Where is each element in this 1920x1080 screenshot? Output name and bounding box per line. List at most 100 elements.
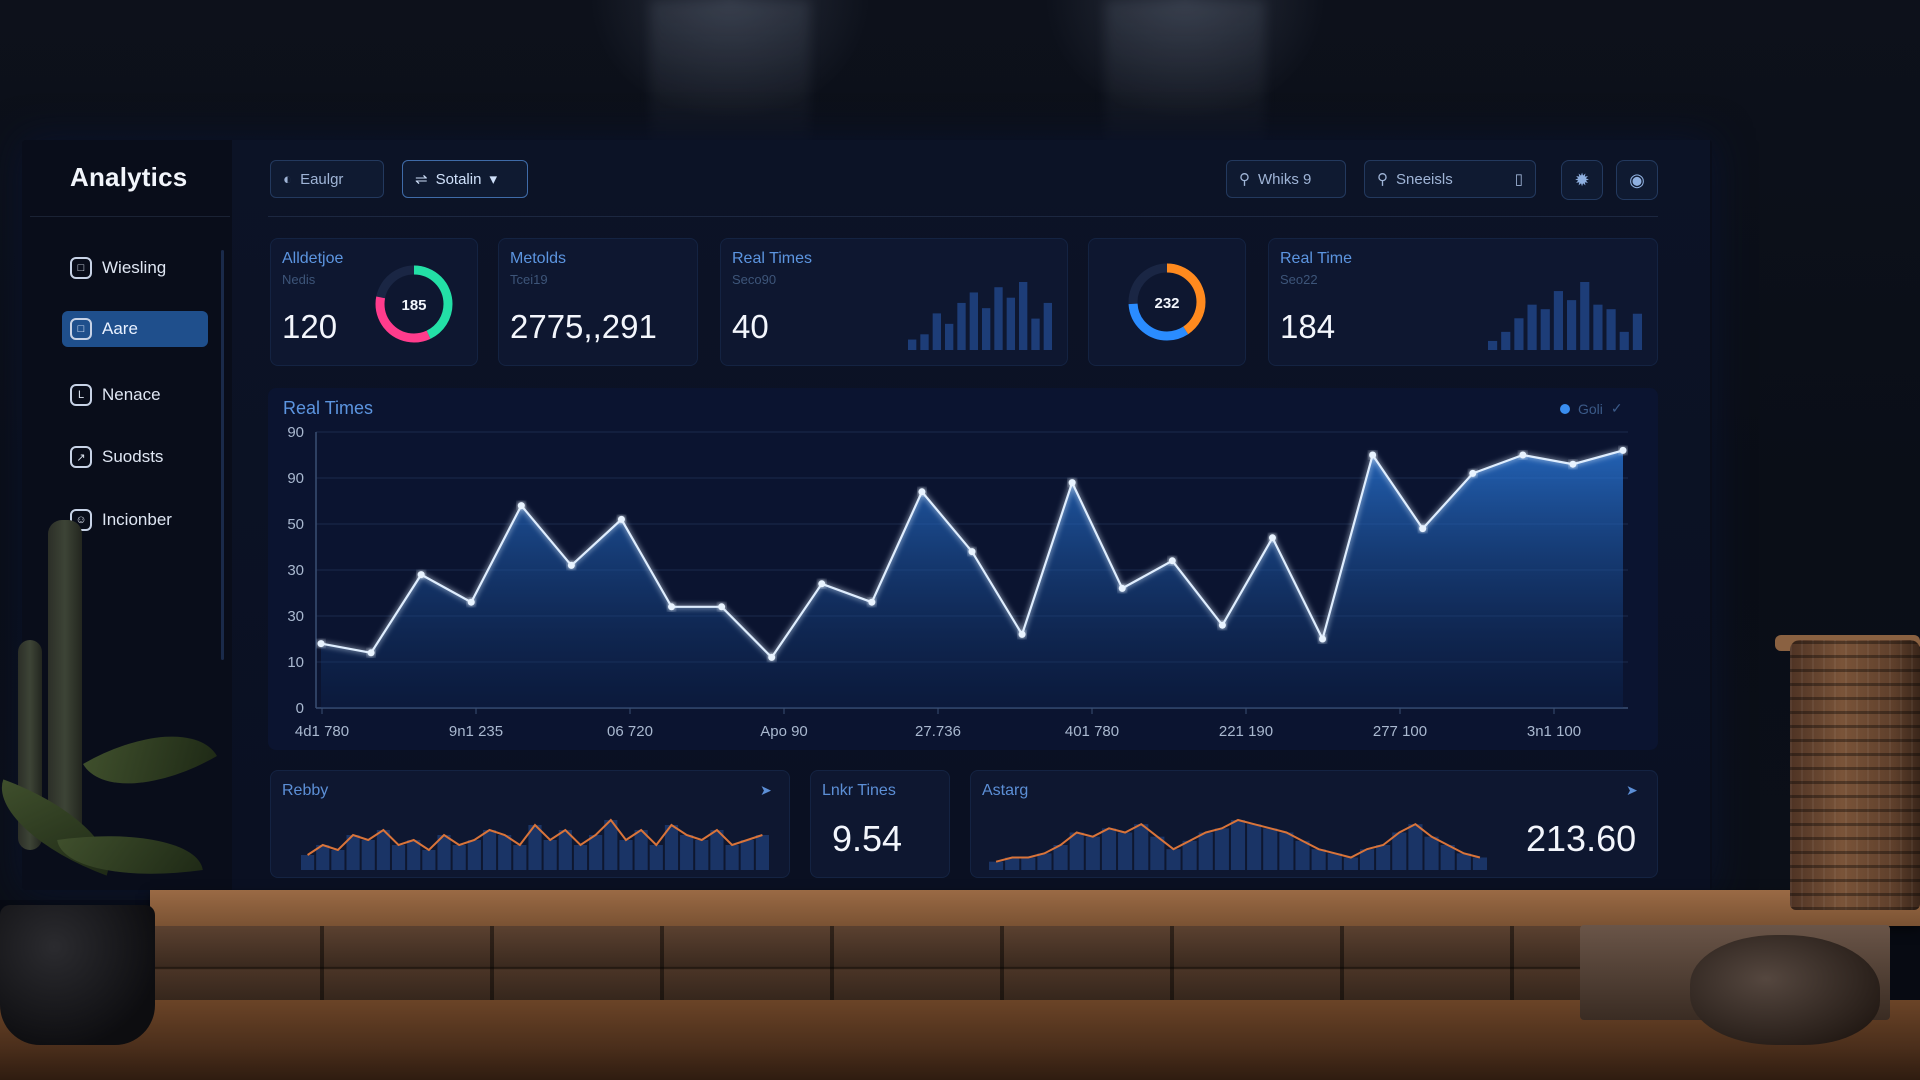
x-tick-label: Apo 90: [760, 723, 808, 740]
data-point: [367, 649, 375, 657]
spark-bar: [989, 861, 1004, 870]
kpi-subtitle: Seco90: [732, 272, 777, 287]
kpi-bar: [1540, 309, 1550, 350]
kpi-card-4: 232: [1088, 238, 1246, 366]
wooden-shelf: [150, 890, 1920, 926]
data-point: [668, 603, 676, 611]
sidebar-item-nenace[interactable]: L Nenace: [62, 377, 208, 413]
kpi-bar: [1043, 302, 1052, 350]
bottom-card-title: Rebby: [282, 782, 329, 799]
y-tick-label: 0: [296, 700, 304, 717]
kpi-bar: [1567, 300, 1577, 350]
data-point: [1168, 557, 1176, 565]
sidebar-scrollbar[interactable]: [221, 250, 224, 660]
sidebar-item-suodsts[interactable]: ↗ Suodsts: [62, 439, 208, 475]
chart-legend[interactable]: Goli ✓: [1560, 400, 1623, 417]
kpi-bar: [1501, 331, 1511, 350]
sidebar-item-aare[interactable]: □ Aare: [62, 311, 208, 347]
spark-bar: [1472, 857, 1487, 870]
document-icon: L: [70, 384, 92, 406]
kpi-bar: [982, 308, 991, 350]
y-tick-label: 90: [287, 470, 304, 487]
spark-bar: [452, 845, 466, 870]
kpi-bar: [1619, 331, 1629, 350]
sidebar-item-label: Nenace: [102, 385, 161, 404]
data-point: [617, 515, 625, 523]
data-point: [768, 653, 776, 661]
bottom-card-value: 213.60: [1526, 818, 1637, 859]
kpi-card-1: Alldetjoe Nedis 120 185: [270, 238, 478, 366]
data-point: [1118, 584, 1126, 592]
data-point: [1569, 460, 1577, 468]
search-button-1-label: Whiks 9: [1258, 170, 1312, 188]
sidebar-item-label: Aare: [102, 319, 138, 338]
kpi-bar: [1019, 282, 1028, 350]
settings-icon[interactable]: ✹: [1561, 160, 1603, 200]
kpi-bar: [945, 323, 954, 350]
spark-bar: [604, 820, 618, 870]
spark-bar: [1376, 845, 1391, 870]
spark-bar: [1295, 840, 1310, 870]
spark-bar: [695, 840, 709, 870]
toolbar-divider: [268, 216, 1658, 217]
spark-bar: [573, 845, 588, 870]
main-chart-title: Real Times: [283, 398, 374, 418]
cube-icon: □: [70, 257, 92, 279]
sidebar-item-wiesling[interactable]: □ Wiesling: [62, 250, 208, 286]
bottom-sparkline: [301, 818, 769, 870]
spark-bar: [558, 830, 572, 870]
chevron-down-icon: ✓: [1610, 400, 1623, 416]
search-input[interactable]: ⚲ Sneeisls ▯: [1364, 160, 1536, 198]
spark-bar: [1456, 853, 1471, 870]
search-icon: ⚲: [1239, 171, 1250, 188]
data-point: [517, 502, 525, 510]
spark-bar: [1440, 845, 1455, 870]
kpi-subtitle: Seo22: [1280, 272, 1318, 287]
data-point: [968, 548, 976, 556]
spark-bar: [361, 840, 375, 870]
x-tick-label: 277 100: [1373, 723, 1427, 740]
kpi-bar: [1606, 309, 1616, 350]
kpi-subtitle: Nedis: [282, 272, 316, 287]
bottom-card-title: Lnkr Tines: [822, 782, 896, 799]
kpi-title: Real Times: [732, 250, 813, 267]
x-tick-label: 221 190: [1219, 723, 1273, 740]
spark-bar: [1327, 853, 1342, 870]
kpi-donut-label: 232: [1154, 295, 1179, 312]
spark-line: [995, 818, 1481, 863]
sidebar-item-incionber[interactable]: ☺ Incionber: [62, 502, 208, 538]
data-point: [567, 561, 575, 569]
kpi-bar: [1488, 340, 1498, 350]
filter-dropdown[interactable]: ⇌ Sotalin ▾: [402, 160, 528, 198]
spark-bar: [543, 840, 557, 870]
spark-bar: [331, 850, 345, 870]
x-tick-label: 401 780: [1065, 723, 1119, 740]
sidebar-item-label: Suodsts: [102, 447, 164, 466]
bottom-card-title: Astarg: [982, 782, 1029, 799]
kpi-value: 2775,,291: [510, 308, 657, 345]
chevron-down-icon: ▾: [489, 171, 497, 188]
kpi-bar: [1580, 282, 1590, 350]
search-icon: ⚲: [1377, 171, 1388, 188]
series-area: [321, 450, 1623, 708]
data-point: [1419, 525, 1427, 533]
search-button-1[interactable]: ⚲ Whiks 9: [1226, 160, 1346, 198]
y-tick-label: 30: [287, 608, 304, 625]
data-point: [868, 598, 876, 606]
spark-bar: [1166, 849, 1181, 870]
arrow-icon[interactable]: ➤: [1626, 782, 1638, 798]
spark-bar: [1182, 840, 1197, 870]
globe-icon[interactable]: ◉: [1616, 160, 1658, 200]
legend-label: Goli: [1578, 400, 1603, 417]
x-tick-label: 3n1 100: [1527, 723, 1581, 740]
data-point: [467, 598, 475, 606]
gauge-button-label: Eaulgr: [300, 170, 344, 188]
bottom-card-1: Rebby ➤: [270, 770, 790, 878]
kpi-donut-label: 185: [401, 297, 426, 314]
arrow-icon[interactable]: ➤: [760, 782, 772, 798]
app-title: Analytics: [70, 162, 188, 192]
spark-bar: [1053, 845, 1068, 870]
gauge-button[interactable]: ◐ Eaulgr: [270, 160, 384, 198]
y-tick-label: 10: [287, 654, 304, 671]
sidebar-item-label: Wiesling: [102, 258, 167, 277]
